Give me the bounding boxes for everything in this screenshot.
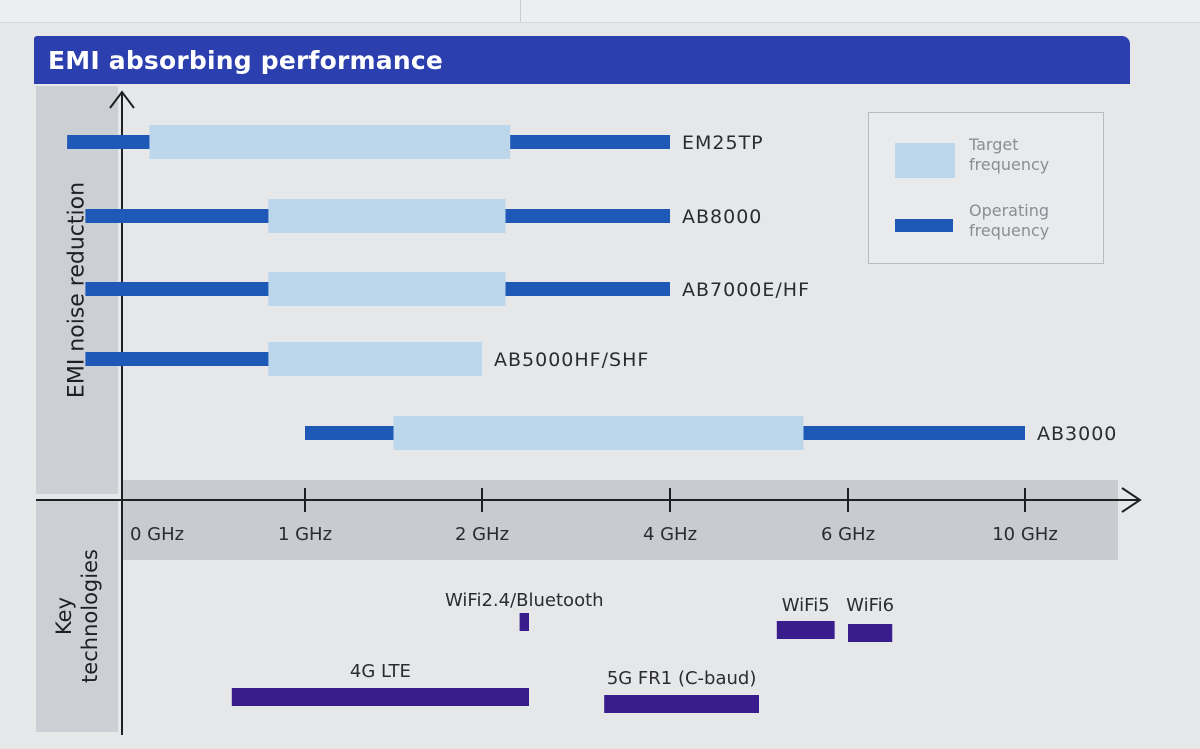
technology-label: WiFi6 (846, 595, 894, 616)
legend-swatch-target (895, 143, 955, 178)
technology-label: 5G FR1 (C-baud) (607, 668, 757, 689)
technology-label: 4G LTE (350, 661, 411, 682)
x-tick-label: 4 GHz (643, 524, 697, 545)
x-axis-band (122, 480, 1118, 560)
x-tick-label: 10 GHz (992, 524, 1058, 545)
product-label: AB3000 (1037, 423, 1117, 445)
top-edge (0, 0, 1200, 23)
target-bar (268, 199, 506, 233)
legend-label-operating: Operating frequency (969, 201, 1050, 240)
x-tick-label: 6 GHz (821, 524, 875, 545)
target-bar (268, 342, 482, 376)
legend-label-target: Target frequency (969, 135, 1050, 174)
target-bar (149, 125, 511, 159)
technology-label: WiFi5 (782, 595, 830, 616)
technology-bar (848, 624, 893, 642)
page-title: EMI absorbing performance (48, 46, 444, 75)
technology-bar (776, 621, 835, 639)
side-panel-technologies: Key technologies (36, 500, 118, 732)
x-tick-label: 0 GHz (130, 524, 184, 545)
product-label: AB5000HF/SHF (494, 349, 649, 371)
y-axis-arrow (109, 90, 135, 109)
title-bar: EMI absorbing performance (34, 36, 1130, 84)
legend-swatch-operating (895, 219, 953, 232)
product-label: AB8000 (682, 206, 762, 228)
legend: Target frequency Operating frequency (868, 112, 1104, 264)
technology-label: WiFi2.4/Bluetooth (445, 590, 604, 611)
target-bar (268, 272, 506, 306)
top-edge-divider (520, 0, 521, 22)
x-axis-arrow (1121, 487, 1142, 513)
technology-bar (604, 695, 759, 713)
target-bar (393, 416, 804, 450)
x-tick-label: 1 GHz (278, 524, 332, 545)
technology-bar (519, 613, 529, 631)
product-label: EM25TP (682, 132, 764, 154)
x-tick-label: 2 GHz (455, 524, 509, 545)
product-label: AB7000E/HF (682, 279, 810, 301)
technology-bar (231, 688, 530, 706)
